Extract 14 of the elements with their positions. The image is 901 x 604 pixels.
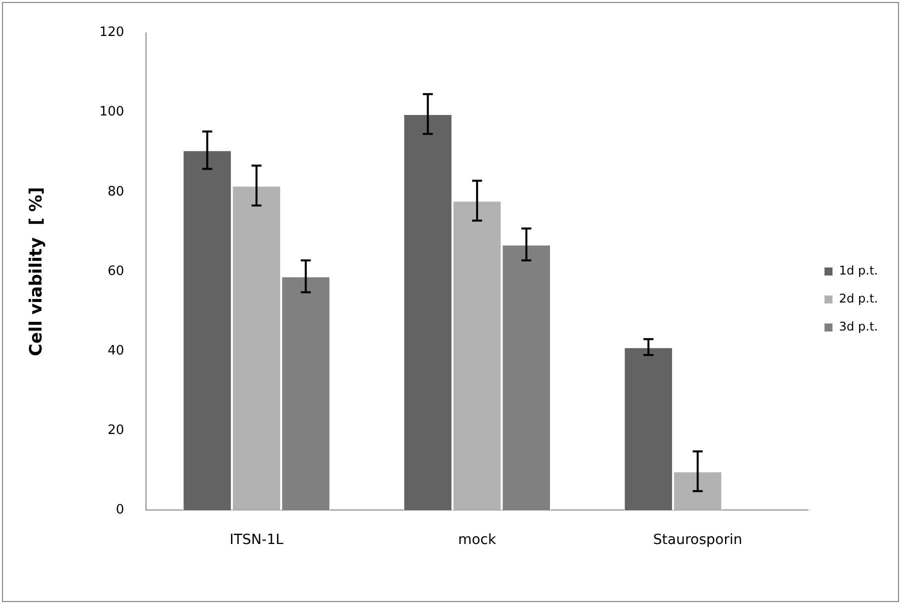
legend-label: 1d p.t. bbox=[838, 264, 878, 278]
y-tick-label: 20 bbox=[108, 423, 124, 438]
y-tick-label: 0 bbox=[116, 502, 124, 518]
y-tick-label: 120 bbox=[99, 25, 124, 40]
x-tick-label: ITSN-1L bbox=[230, 532, 284, 548]
x-tick-label: mock bbox=[458, 532, 497, 548]
legend-label: 2d p.t. bbox=[838, 292, 878, 306]
y-axis-title: Cell viability [ %] bbox=[26, 186, 47, 356]
y-tick-label: 100 bbox=[99, 104, 124, 120]
y-tick-label: 60 bbox=[108, 264, 124, 279]
y-tick-label: 40 bbox=[108, 343, 124, 358]
y-tick-label: 80 bbox=[108, 184, 124, 200]
x-tick-label: Staurosporin bbox=[653, 532, 742, 548]
legend-label: 3d p.t. bbox=[838, 320, 878, 334]
